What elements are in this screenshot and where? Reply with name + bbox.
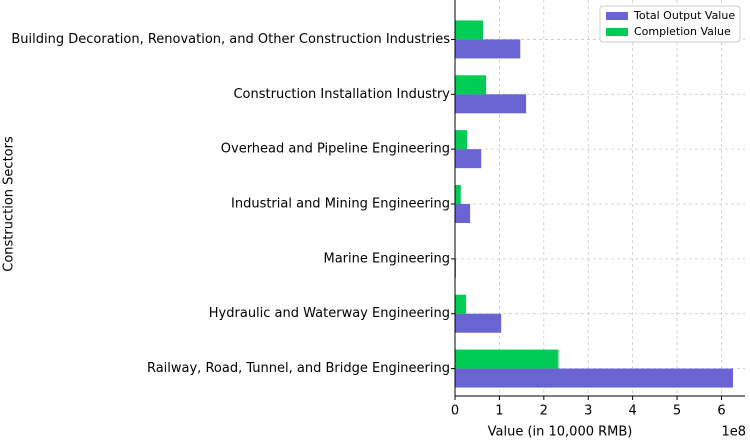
x-tick-label: 2: [540, 404, 548, 419]
y-tick-label: Overhead and Pipeline Engineering: [221, 142, 450, 157]
bar: [455, 204, 470, 223]
bar: [455, 130, 467, 149]
bar: [455, 94, 526, 113]
y-tick-label: Building Decoration, Renovation, and Oth…: [11, 32, 450, 47]
legend-label: Completion Value: [634, 25, 731, 38]
y-tick-label: Railway, Road, Tunnel, and Bridge Engine…: [147, 361, 450, 376]
x-tick-label: 5: [673, 404, 681, 419]
x-tick-label: 6: [717, 404, 725, 419]
bar: [455, 185, 461, 204]
legend: Total Output Value Completion Value: [600, 6, 740, 42]
x-tick-label: 4: [629, 404, 637, 419]
bar: [455, 39, 520, 58]
axis-offset: 1e8: [721, 425, 746, 440]
x-axis-label: Value (in 10,000 RMB): [488, 425, 633, 440]
y-tick-label: Marine Engineering: [323, 251, 450, 266]
bar: [455, 350, 558, 369]
bar: [455, 369, 733, 388]
bar: [455, 149, 481, 168]
bar: [455, 295, 466, 314]
y-tick-label: Industrial and Mining Engineering: [231, 197, 450, 212]
x-tick-label: 1: [495, 404, 503, 419]
y-tick-label: Construction Installation Industry: [233, 87, 450, 102]
y-tick-label: Hydraulic and Waterway Engineering: [209, 306, 450, 321]
x-tick-label: 0: [451, 404, 459, 419]
bar: [455, 314, 501, 333]
legend-swatch: [606, 28, 628, 36]
bar: [455, 20, 483, 39]
legend-swatch: [606, 12, 628, 20]
bar: [455, 75, 486, 94]
y-axis-label: Construction Sectors: [2, 136, 17, 272]
legend-label: Total Output Value: [633, 9, 735, 22]
x-tick-label: 3: [584, 404, 592, 419]
